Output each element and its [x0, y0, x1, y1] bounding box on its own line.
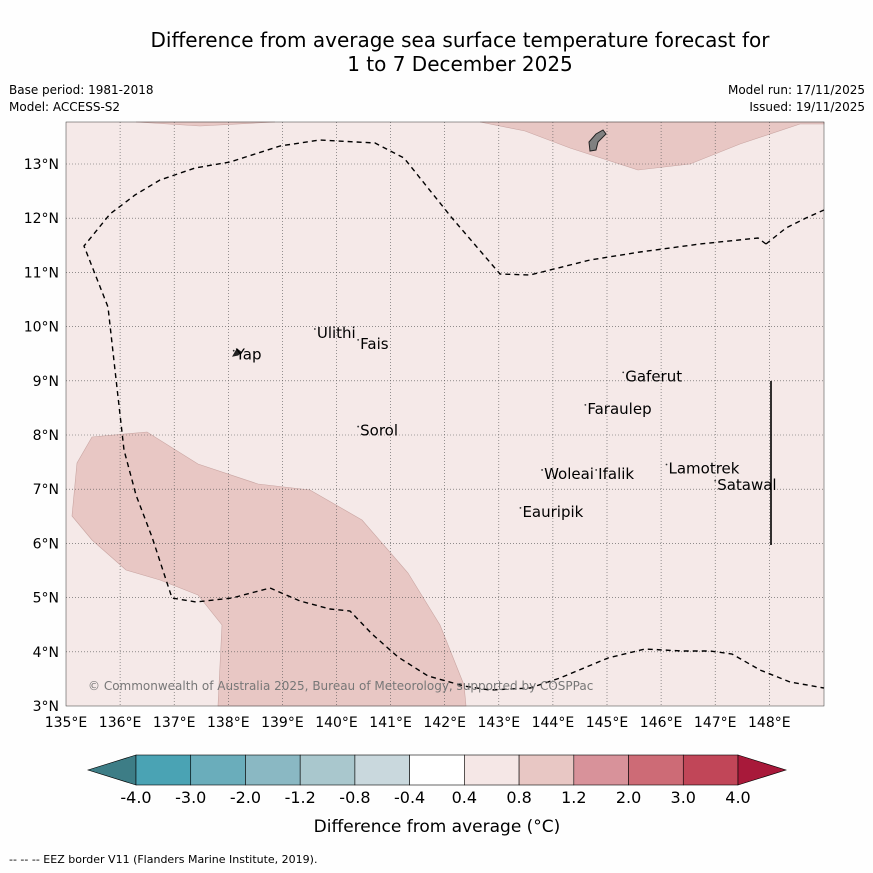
lon-tick-label: 137°E — [153, 715, 196, 731]
lon-tick-label: 143°E — [478, 715, 521, 731]
place-label-woleai: Woleai — [544, 465, 594, 483]
chart-title: Difference from average sea surface temp… — [60, 28, 860, 76]
model-run: Model run: 17/11/2025 — [727, 83, 865, 97]
copyright-note: © Commonwealth of Australia 2025, Bureau… — [88, 679, 593, 693]
lon-tick-label: 139°E — [261, 715, 304, 731]
latitude-labels: 3°N 4°N 5°N 6°N 7°N 8°N 9°N 10°N 11°N 12°N 13°N — [24, 157, 59, 715]
place-marker — [595, 469, 598, 471]
place-label-ulithi: Ulithi — [317, 324, 356, 342]
model-name: Model: ACCESS-S2 — [9, 100, 121, 114]
longitude-labels: 135°E 136°E 137°E 138°E 139°E 140°E 141°E 142°E… — [45, 715, 791, 731]
colorbar-tick-label: 3.0 — [671, 788, 696, 807]
lon-tick-label: 144°E — [532, 715, 575, 731]
colorbar-swatch — [518, 754, 575, 786]
place-label-yap: Yap — [235, 346, 262, 364]
place-marker — [519, 506, 522, 509]
place-label-faraulep: Faraulep — [587, 400, 651, 418]
place-label-satawal: Satawal — [717, 476, 776, 494]
lat-tick-label: 9°N — [33, 374, 59, 390]
issued-date: Issued: 19/11/2025 — [749, 100, 865, 114]
place-marker — [232, 349, 235, 352]
place-marker — [665, 463, 668, 466]
place-marker — [541, 469, 543, 471]
colorbar-swatch — [299, 754, 356, 786]
lon-tick-label: 142°E — [423, 715, 466, 731]
base-period: Base period: 1981-2018 — [9, 83, 154, 97]
colorbar-swatch — [135, 754, 192, 786]
colorbar-tick-label: -0.4 — [394, 788, 425, 807]
lon-tick-label: 141°E — [369, 715, 412, 731]
lon-tick-label: 135°E — [45, 715, 88, 731]
colorbar-tick-label: -0.8 — [339, 788, 370, 807]
place-marker — [357, 425, 360, 428]
colorbar-tick-label: -3.0 — [175, 788, 206, 807]
colorbar-swatch — [190, 754, 246, 786]
lat-tick-label: 6°N — [33, 536, 59, 552]
lon-tick-label: 146°E — [640, 715, 683, 731]
lon-tick-label: 148°E — [748, 715, 791, 731]
place-label-ifalik: Ifalik — [598, 465, 634, 483]
guam-island — [588, 129, 607, 152]
lat-tick-label: 8°N — [33, 428, 59, 444]
eez-footnote: -- -- -- EEZ border V11 (Flanders Marine… — [9, 853, 318, 866]
place-marker — [357, 338, 360, 341]
lon-tick-label: 147°E — [694, 715, 737, 731]
colorbar-swatch — [354, 754, 410, 786]
title-line-1: Difference from average sea surface temp… — [150, 28, 770, 52]
colorbar-tick-label: 1.2 — [561, 788, 586, 807]
colorbar-tick-label: -4.0 — [120, 788, 151, 807]
place-label-fais: Fais — [360, 335, 389, 353]
lon-tick-label: 140°E — [315, 715, 358, 731]
colorbar-swatch — [682, 754, 739, 786]
colorbar-extend-low — [86, 754, 137, 786]
colorbar-swatch — [573, 754, 629, 786]
colorbar: -4.0 -3.0 -2.0 -1.2 -0.8 -0.4 0.4 0.8 1.2 2.0 3.0 4… — [86, 754, 788, 807]
eez-border-northeast — [765, 209, 825, 245]
colorbar-tick-label: 2.0 — [616, 788, 641, 807]
place-marker — [584, 404, 587, 406]
colorbar-swatch — [464, 754, 520, 786]
colorbar-tick-label: 0.8 — [506, 788, 531, 807]
place-label-gaferut: Gaferut — [625, 367, 682, 385]
lat-tick-label: 11°N — [24, 265, 59, 281]
place-marker — [622, 371, 625, 374]
colorbar-swatch — [628, 754, 684, 786]
colorbar-title: Difference from average (°C) — [314, 817, 561, 837]
lat-tick-label: 13°N — [24, 157, 59, 173]
lon-tick-label: 138°E — [207, 715, 250, 731]
place-marker — [714, 479, 717, 482]
meta-left: Base period: 1981-2018 Model: ACCESS-S2 — [9, 82, 154, 116]
map-frame — [65, 121, 825, 707]
colorbar-tick-label: -1.2 — [285, 788, 316, 807]
colorbar-tick-label: -2.0 — [230, 788, 261, 807]
meta-right: Model run: 17/11/2025 Issued: 19/11/2025 — [728, 82, 865, 116]
lon-tick-label: 145°E — [586, 715, 629, 731]
place-marker — [313, 328, 316, 330]
place-label-sorol: Sorol — [360, 422, 398, 440]
lat-tick-label: 12°N — [24, 211, 59, 227]
lat-tick-label: 4°N — [33, 645, 59, 661]
lat-tick-label: 10°N — [24, 320, 59, 336]
place-label-eauripik: Eauripik — [522, 503, 583, 521]
lat-tick-label: 3°N — [33, 699, 59, 715]
colorbar-swatch — [245, 754, 301, 786]
yap-island — [232, 348, 242, 357]
colorbar-tick-label: 4.0 — [725, 788, 750, 807]
lat-tick-label: 7°N — [33, 482, 59, 498]
eez-border-main — [83, 139, 825, 691]
colorbar-swatch — [409, 754, 465, 786]
lat-tick-label: 5°N — [33, 591, 59, 607]
colorbar-tick-label: 0.4 — [452, 788, 477, 807]
gridlines — [66, 122, 824, 706]
place-label-lamotrek: Lamotrek — [669, 460, 740, 478]
title-line-2: 1 to 7 December 2025 — [347, 52, 573, 76]
colorbar-extend-high — [737, 754, 788, 786]
lon-tick-label: 136°E — [99, 715, 142, 731]
